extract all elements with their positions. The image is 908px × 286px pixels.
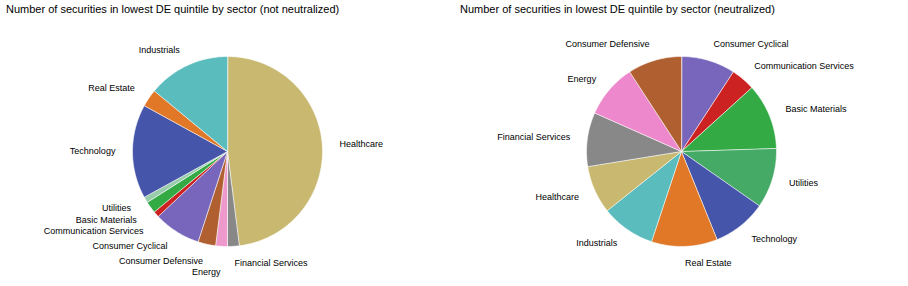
svg-text:Consumer Cyclical: Consumer Cyclical [92, 241, 167, 251]
svg-text:Real Estate: Real Estate [88, 83, 135, 93]
svg-text:Utilities: Utilities [789, 178, 819, 188]
svg-text:Industrials: Industrials [139, 45, 181, 55]
svg-text:Healthcare: Healthcare [535, 192, 579, 202]
svg-text:Consumer Defensive: Consumer Defensive [119, 256, 203, 266]
svg-text:Energy: Energy [568, 74, 597, 84]
svg-text:Healthcare: Healthcare [339, 139, 383, 149]
svg-text:Communication Services: Communication Services [44, 226, 144, 236]
svg-text:Utilities: Utilities [102, 203, 132, 213]
svg-text:Basic Materials: Basic Materials [785, 104, 847, 114]
svg-text:Consumer Defensive: Consumer Defensive [566, 39, 650, 49]
svg-text:Financial Services: Financial Services [497, 132, 571, 142]
svg-text:Basic Materials: Basic Materials [76, 215, 138, 225]
svg-text:Industrials: Industrials [576, 238, 618, 248]
svg-text:Energy: Energy [192, 267, 221, 277]
svg-text:Communication Services: Communication Services [754, 61, 854, 71]
svg-text:Real Estate: Real Estate [685, 258, 732, 268]
html-text:Number of securities in lowest: Number of securities in lowest DE quinti… [6, 3, 340, 15]
svg-text:Financial Services: Financial Services [235, 258, 309, 268]
svg-text:Technology: Technology [751, 234, 797, 244]
svg-text:Technology: Technology [70, 146, 116, 156]
svg-text:Consumer Cyclical: Consumer Cyclical [713, 39, 788, 49]
html-text:Number of securities in lowest: Number of securities in lowest DE quinti… [460, 3, 775, 15]
